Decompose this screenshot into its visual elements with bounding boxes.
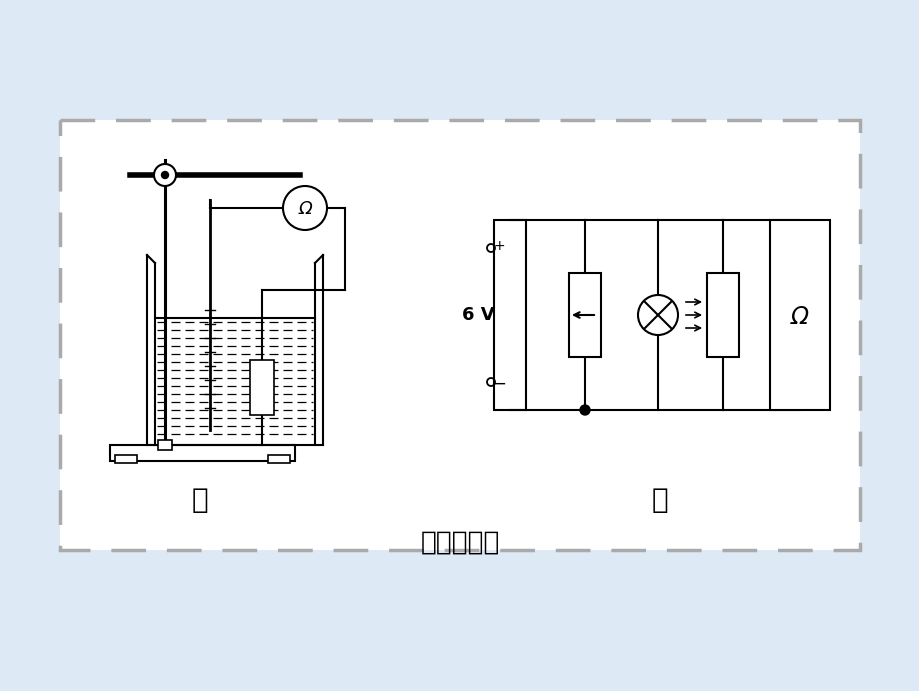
Text: 6 V: 6 V	[461, 306, 494, 324]
Circle shape	[283, 186, 326, 230]
Text: Ω: Ω	[298, 200, 312, 218]
Bar	[769, 220, 829, 410]
Text: Ω: Ω	[790, 305, 808, 329]
Bar	[60, 120, 859, 550]
Bar	[110, 445, 295, 461]
Text: 甲: 甲	[191, 486, 208, 514]
Bar	[267, 455, 289, 463]
Bar	[158, 440, 172, 450]
Text: −: −	[492, 375, 505, 393]
Circle shape	[162, 171, 168, 178]
Text: 实验原理图: 实验原理图	[420, 530, 499, 556]
Text: +: +	[493, 239, 505, 253]
Circle shape	[637, 295, 677, 335]
Bar	[568, 273, 600, 357]
Bar	[250, 360, 274, 415]
Bar	[494, 220, 526, 410]
Circle shape	[579, 405, 589, 415]
Text: 乙: 乙	[651, 486, 667, 514]
Circle shape	[153, 164, 176, 186]
Bar	[706, 273, 738, 357]
Bar	[60, 120, 859, 550]
Bar	[115, 455, 137, 463]
